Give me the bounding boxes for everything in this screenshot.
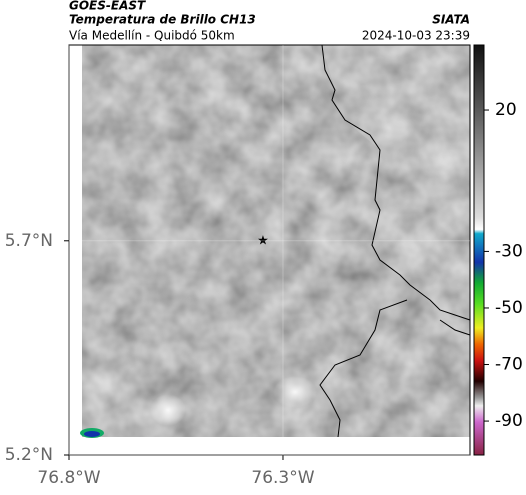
y-tick-label: 5.7°N [5, 231, 53, 251]
bright-spot [273, 376, 317, 408]
colorbar-label: -90 [495, 411, 523, 431]
boundary [439, 319, 471, 336]
cold-spot [84, 431, 100, 437]
cloud-field [82, 45, 470, 437]
timestamp: 2024-10-03 23:39 [362, 29, 470, 43]
map-image [80, 44, 471, 438]
colorbar-label: -30 [495, 241, 523, 261]
title: GOES-EAST [69, 0, 146, 13]
colorbar [473, 44, 485, 456]
colorbar-label: -50 [495, 298, 523, 318]
x-tick-label: 76.8°W [37, 468, 100, 488]
city-marker: ★ [257, 234, 269, 249]
colorbar-label: 20 [495, 100, 517, 120]
y-tick-label: 5.2°N [5, 445, 53, 465]
x-tick-label: 76.3°W [251, 468, 314, 488]
subtitle: Temperatura de Brillo CH13 [69, 13, 256, 27]
map-frame [68, 44, 471, 456]
boundary [319, 299, 408, 438]
boundary [321, 44, 471, 321]
east-region [322, 45, 470, 320]
route: Vía Medellín - Quibdó 50km [69, 29, 235, 43]
colorbar-label: -70 [495, 355, 523, 375]
source: SIATA [432, 13, 470, 27]
bright-spot [150, 394, 186, 426]
